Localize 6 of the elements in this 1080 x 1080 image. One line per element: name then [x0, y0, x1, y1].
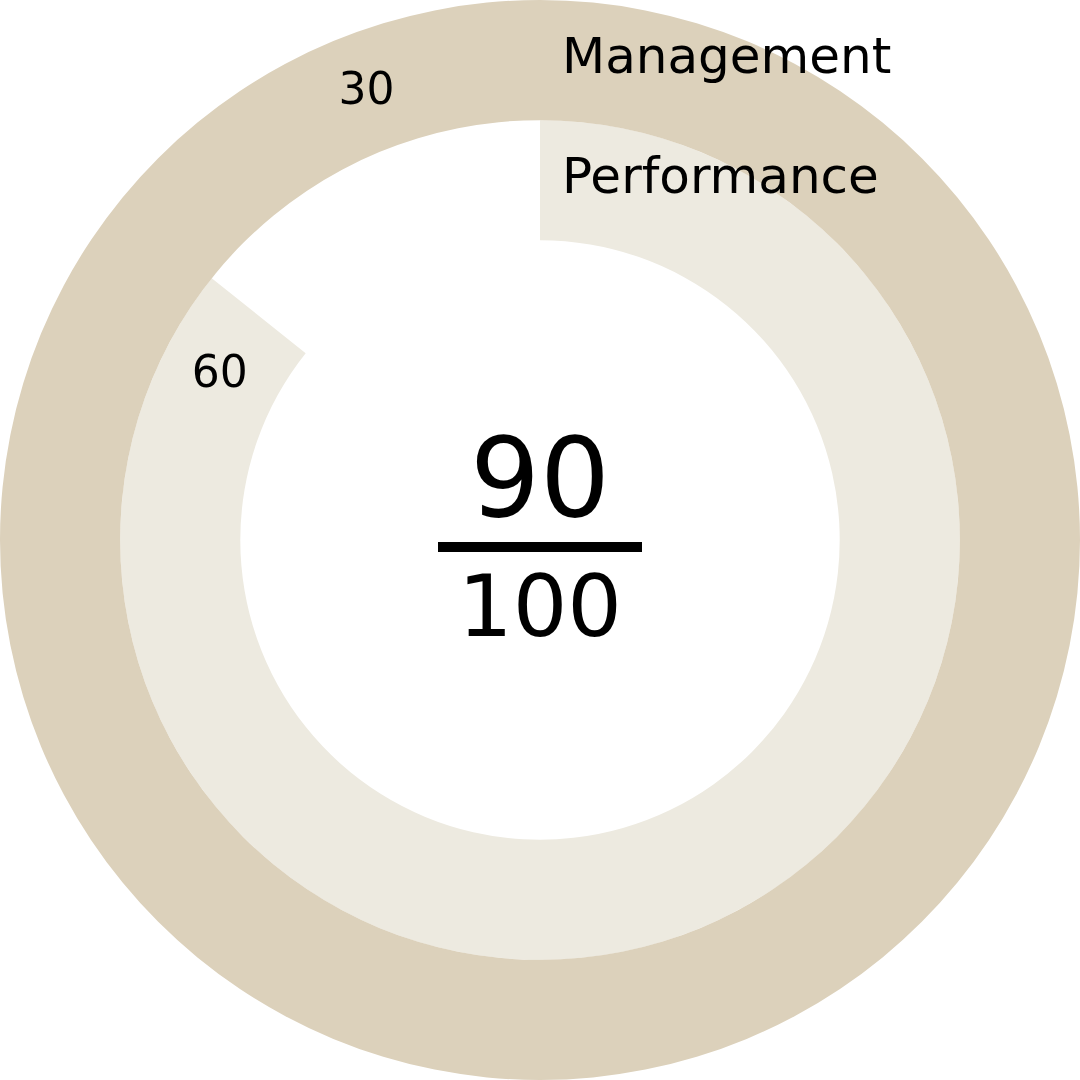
data-label: 30 — [338, 62, 395, 114]
text: 100 — [457, 556, 623, 656]
category-label: Performance — [562, 147, 879, 206]
category-label: Management — [562, 27, 892, 86]
text: 90 — [470, 414, 610, 542]
data-label: 60 — [191, 346, 248, 398]
